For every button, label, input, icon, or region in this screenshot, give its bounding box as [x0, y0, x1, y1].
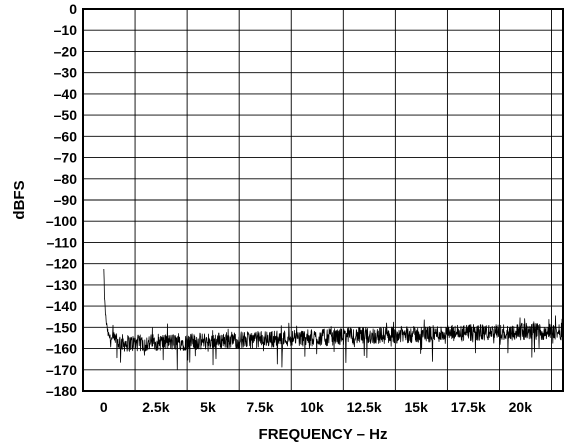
y-tick-labels: 0 –10 –20 –30 –40 –50 –60 –70 –80 –90 –100 –110 –120… — [46, 1, 77, 399]
y-tick-label: –90 — [54, 192, 78, 208]
y-tick-label: –100 — [46, 213, 77, 229]
x-tick-label: 10k — [300, 399, 324, 415]
y-tick-label: –180 — [46, 383, 77, 399]
x-tick-label: 5k — [200, 399, 216, 415]
y-tick-label: –110 — [47, 234, 78, 250]
y-tick-label: –60 — [54, 128, 78, 144]
trace-layer — [103, 268, 564, 371]
x-axis-title: FREQUENCY – Hz — [259, 426, 388, 443]
y-tick-label: 0 — [69, 1, 77, 17]
y-tick-label: –130 — [46, 277, 77, 293]
y-tick-label: –170 — [46, 362, 77, 378]
y-tick-label: –140 — [46, 298, 77, 314]
x-tick-label: 7.5k — [246, 399, 273, 415]
y-tick-label: –160 — [46, 341, 77, 357]
spectrum-trace — [103, 268, 564, 371]
x-tick-label: 15k — [405, 399, 429, 415]
plot-frame — [82, 8, 564, 392]
x-tick-label: 0 — [100, 399, 108, 415]
y-tick-label: –20 — [54, 43, 78, 59]
x-tick-label: 12.5k — [347, 399, 382, 415]
grid-lines — [83, 8, 563, 392]
y-tick-label: –120 — [46, 256, 77, 272]
y-tick-label: –30 — [54, 65, 78, 81]
y-tick-label: –50 — [54, 107, 78, 123]
y-tick-label: –70 — [54, 150, 78, 166]
y-tick-label: –40 — [54, 86, 78, 102]
x-tick-label: 2.5k — [142, 399, 169, 415]
y-axis-title: dBFS — [11, 180, 28, 219]
x-tick-label: 20k — [509, 399, 533, 415]
y-tick-label: –150 — [46, 319, 77, 335]
x-tick-label: 17.5k — [451, 399, 486, 415]
y-tick-label: –80 — [54, 171, 78, 187]
x-tick-labels: 0 2.5k 5k 7.5k 10k 12.5k 15k 17.5k 20k — [100, 399, 532, 415]
y-tick-label: –10 — [54, 22, 78, 38]
